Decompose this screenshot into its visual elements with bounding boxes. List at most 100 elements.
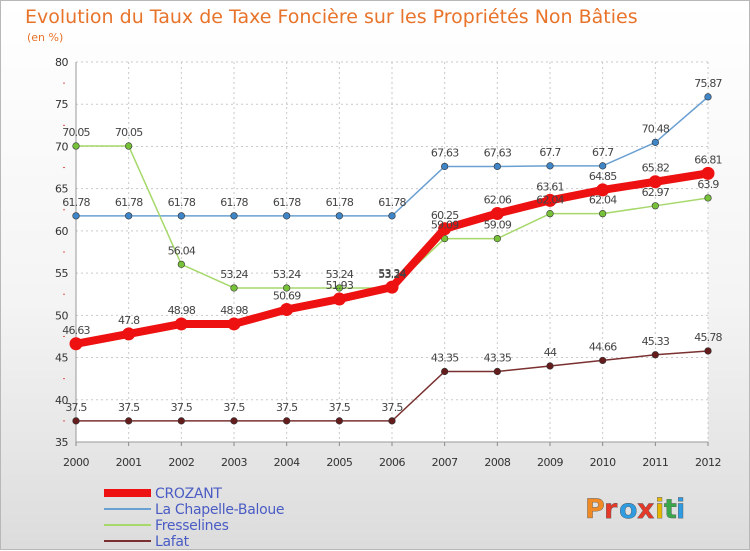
axes: 35 40 45 50 55 60 65 70 75 80 2000 2001 2002 2003 2004… xyxy=(55,56,722,469)
data-point xyxy=(438,222,452,236)
data-label: 67.7 xyxy=(592,146,614,159)
data-label: 70.05 xyxy=(115,126,143,139)
chart-title: Evolution du Taux de Taxe Foncière sur l… xyxy=(25,6,638,28)
data-label: 44.66 xyxy=(589,340,617,353)
x-tick-label: 2003 xyxy=(221,456,247,469)
data-label: 59.09 xyxy=(431,219,459,232)
data-point xyxy=(283,212,291,220)
data-point xyxy=(651,138,659,146)
data-label: 50.69 xyxy=(273,290,301,303)
data-point xyxy=(599,210,607,218)
data-point xyxy=(72,142,80,150)
data-point xyxy=(72,417,80,425)
data-point xyxy=(701,166,715,180)
data-label: 43.35 xyxy=(484,351,512,364)
data-label: 61.78 xyxy=(115,196,143,209)
data-point xyxy=(283,417,291,425)
data-label: 64.85 xyxy=(589,170,617,183)
data-label: 37.5 xyxy=(276,401,298,414)
x-tick-label: 2001 xyxy=(116,456,142,469)
data-label: 43.35 xyxy=(431,351,459,364)
data-point xyxy=(177,212,185,220)
data-point xyxy=(335,417,343,425)
logo-letter: i xyxy=(676,494,685,525)
chart-subtitle: (en %) xyxy=(27,31,63,44)
data-label: 62.97 xyxy=(642,186,670,199)
y-tick-label: 50 xyxy=(55,309,68,322)
data-point xyxy=(490,206,504,220)
data-label: 67.63 xyxy=(484,146,512,159)
data-point xyxy=(704,194,712,202)
data-label: 47.8 xyxy=(118,314,140,327)
data-point xyxy=(230,284,238,292)
x-tick-label: 2009 xyxy=(537,456,563,469)
y-tick-label: 35 xyxy=(55,436,68,449)
logo-letter: i xyxy=(655,494,664,525)
data-point xyxy=(332,292,346,306)
y-tick-label: 70 xyxy=(55,140,68,153)
x-tick-label: 2005 xyxy=(326,456,352,469)
data-point xyxy=(174,317,188,331)
data-label: 70.05 xyxy=(62,126,90,139)
logo-letter: o xyxy=(619,494,638,525)
data-point xyxy=(493,367,501,376)
legend-label: Fresselines xyxy=(155,518,229,534)
data-point xyxy=(388,417,396,425)
data-label: 37.5 xyxy=(65,401,87,414)
data-label: 46.63 xyxy=(62,324,90,337)
data-label: 59.09 xyxy=(484,219,512,232)
data-point xyxy=(280,303,294,317)
data-label: 44 xyxy=(544,346,557,359)
y-tick-label: 75 xyxy=(55,98,68,111)
data-label: 62.04 xyxy=(536,194,564,207)
data-label: 48.98 xyxy=(168,304,196,317)
data-label: 53.24 xyxy=(220,268,248,281)
data-label: 53.24 xyxy=(273,268,301,281)
y-tick-label: 55 xyxy=(55,267,68,280)
data-label: 62.06 xyxy=(484,193,512,206)
data-label: 67.7 xyxy=(539,146,561,159)
data-point xyxy=(177,260,185,268)
data-point xyxy=(122,327,136,341)
data-point xyxy=(69,337,83,351)
series-crozant xyxy=(69,166,715,351)
data-label: 45.78 xyxy=(694,331,722,344)
data-point xyxy=(335,284,343,292)
data-point xyxy=(230,212,238,220)
data-label: 37.5 xyxy=(118,401,140,414)
data-point xyxy=(704,347,712,355)
data-point xyxy=(546,210,554,218)
data-label: 37.5 xyxy=(329,401,351,414)
y-tick-label: 45 xyxy=(55,352,68,365)
data-label: 65.82 xyxy=(642,162,670,175)
x-tick-label: 2008 xyxy=(484,456,510,469)
y-tick-label: 40 xyxy=(55,394,68,407)
x-tick-label: 2006 xyxy=(379,456,405,469)
data-label: 61.78 xyxy=(62,196,90,209)
data-point xyxy=(648,175,662,189)
legend-label: La Chapelle-Baloue xyxy=(155,502,284,518)
x-tick-label: 2002 xyxy=(168,456,194,469)
data-point xyxy=(283,284,291,292)
data-label: 48.98 xyxy=(220,304,248,317)
data-label: 62.04 xyxy=(589,194,617,207)
data-label: 67.63 xyxy=(431,146,459,159)
data-point xyxy=(177,417,185,425)
data-label: 53.34 xyxy=(378,267,406,280)
y-tick-label: 60 xyxy=(55,225,68,238)
data-label: 53.24 xyxy=(378,268,406,281)
data-point xyxy=(388,212,396,220)
logo-letter: x xyxy=(637,494,654,525)
data-point xyxy=(493,234,501,243)
data-label: 56.04 xyxy=(168,244,196,257)
data-point xyxy=(543,193,557,207)
legend-label: CROZANT xyxy=(155,486,222,502)
data-label: 37.5 xyxy=(381,401,403,414)
x-tick-label: 2007 xyxy=(432,456,458,469)
data-label: 63.61 xyxy=(536,180,564,193)
data-point xyxy=(230,417,238,425)
data-label: 66.81 xyxy=(694,153,722,166)
data-label: 37.5 xyxy=(223,401,245,414)
